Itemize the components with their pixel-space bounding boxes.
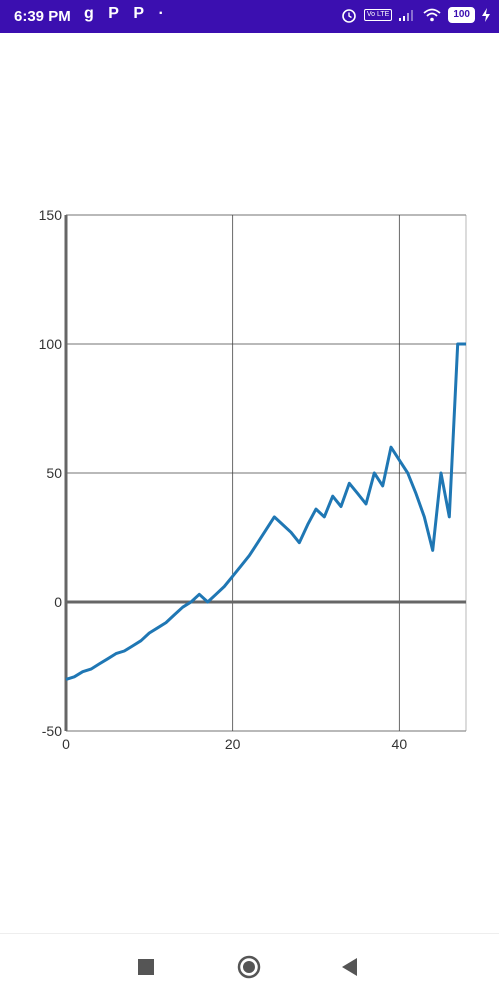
notification-icon-g: g (84, 5, 94, 22)
y-tick-label: 100 (39, 336, 63, 352)
notification-dot: · (158, 5, 164, 22)
status-time: 6:39 PM (14, 8, 71, 25)
x-tick-label: 20 (225, 736, 241, 752)
battery-icon: 100 (448, 7, 475, 23)
volte-icon: Vo LTE (363, 9, 393, 21)
system-icons: Vo LTE 100 (340, 6, 491, 24)
back-triangle-icon[interactable] (337, 954, 363, 980)
series-layer (65, 342, 466, 681)
charging-icon (482, 8, 490, 22)
status-bar: 6:39 PM g P P · Vo LTE 100 (0, 0, 499, 33)
axis-layer (64, 215, 466, 731)
y-tick-label: 150 (39, 207, 63, 223)
notification-icons: g P P · (84, 5, 174, 23)
wifi-icon (423, 8, 441, 22)
signal-icon (399, 10, 414, 21)
y-tick-label: 0 (54, 594, 62, 610)
notification-icon-p1: P (108, 5, 119, 22)
y-tick-label: -50 (42, 723, 62, 739)
series-line (65, 342, 466, 681)
y-tick-label: 50 (46, 465, 62, 481)
grid-layer (66, 214, 467, 732)
x-tick-label: 0 (62, 736, 70, 752)
x-tick-label: 40 (392, 736, 408, 752)
home-circle-icon[interactable] (236, 954, 262, 980)
notification-icon-p2: P (133, 5, 145, 22)
recents-square-icon[interactable] (133, 954, 159, 980)
alarm-icon (342, 9, 356, 23)
navigation-bar (0, 933, 499, 1000)
